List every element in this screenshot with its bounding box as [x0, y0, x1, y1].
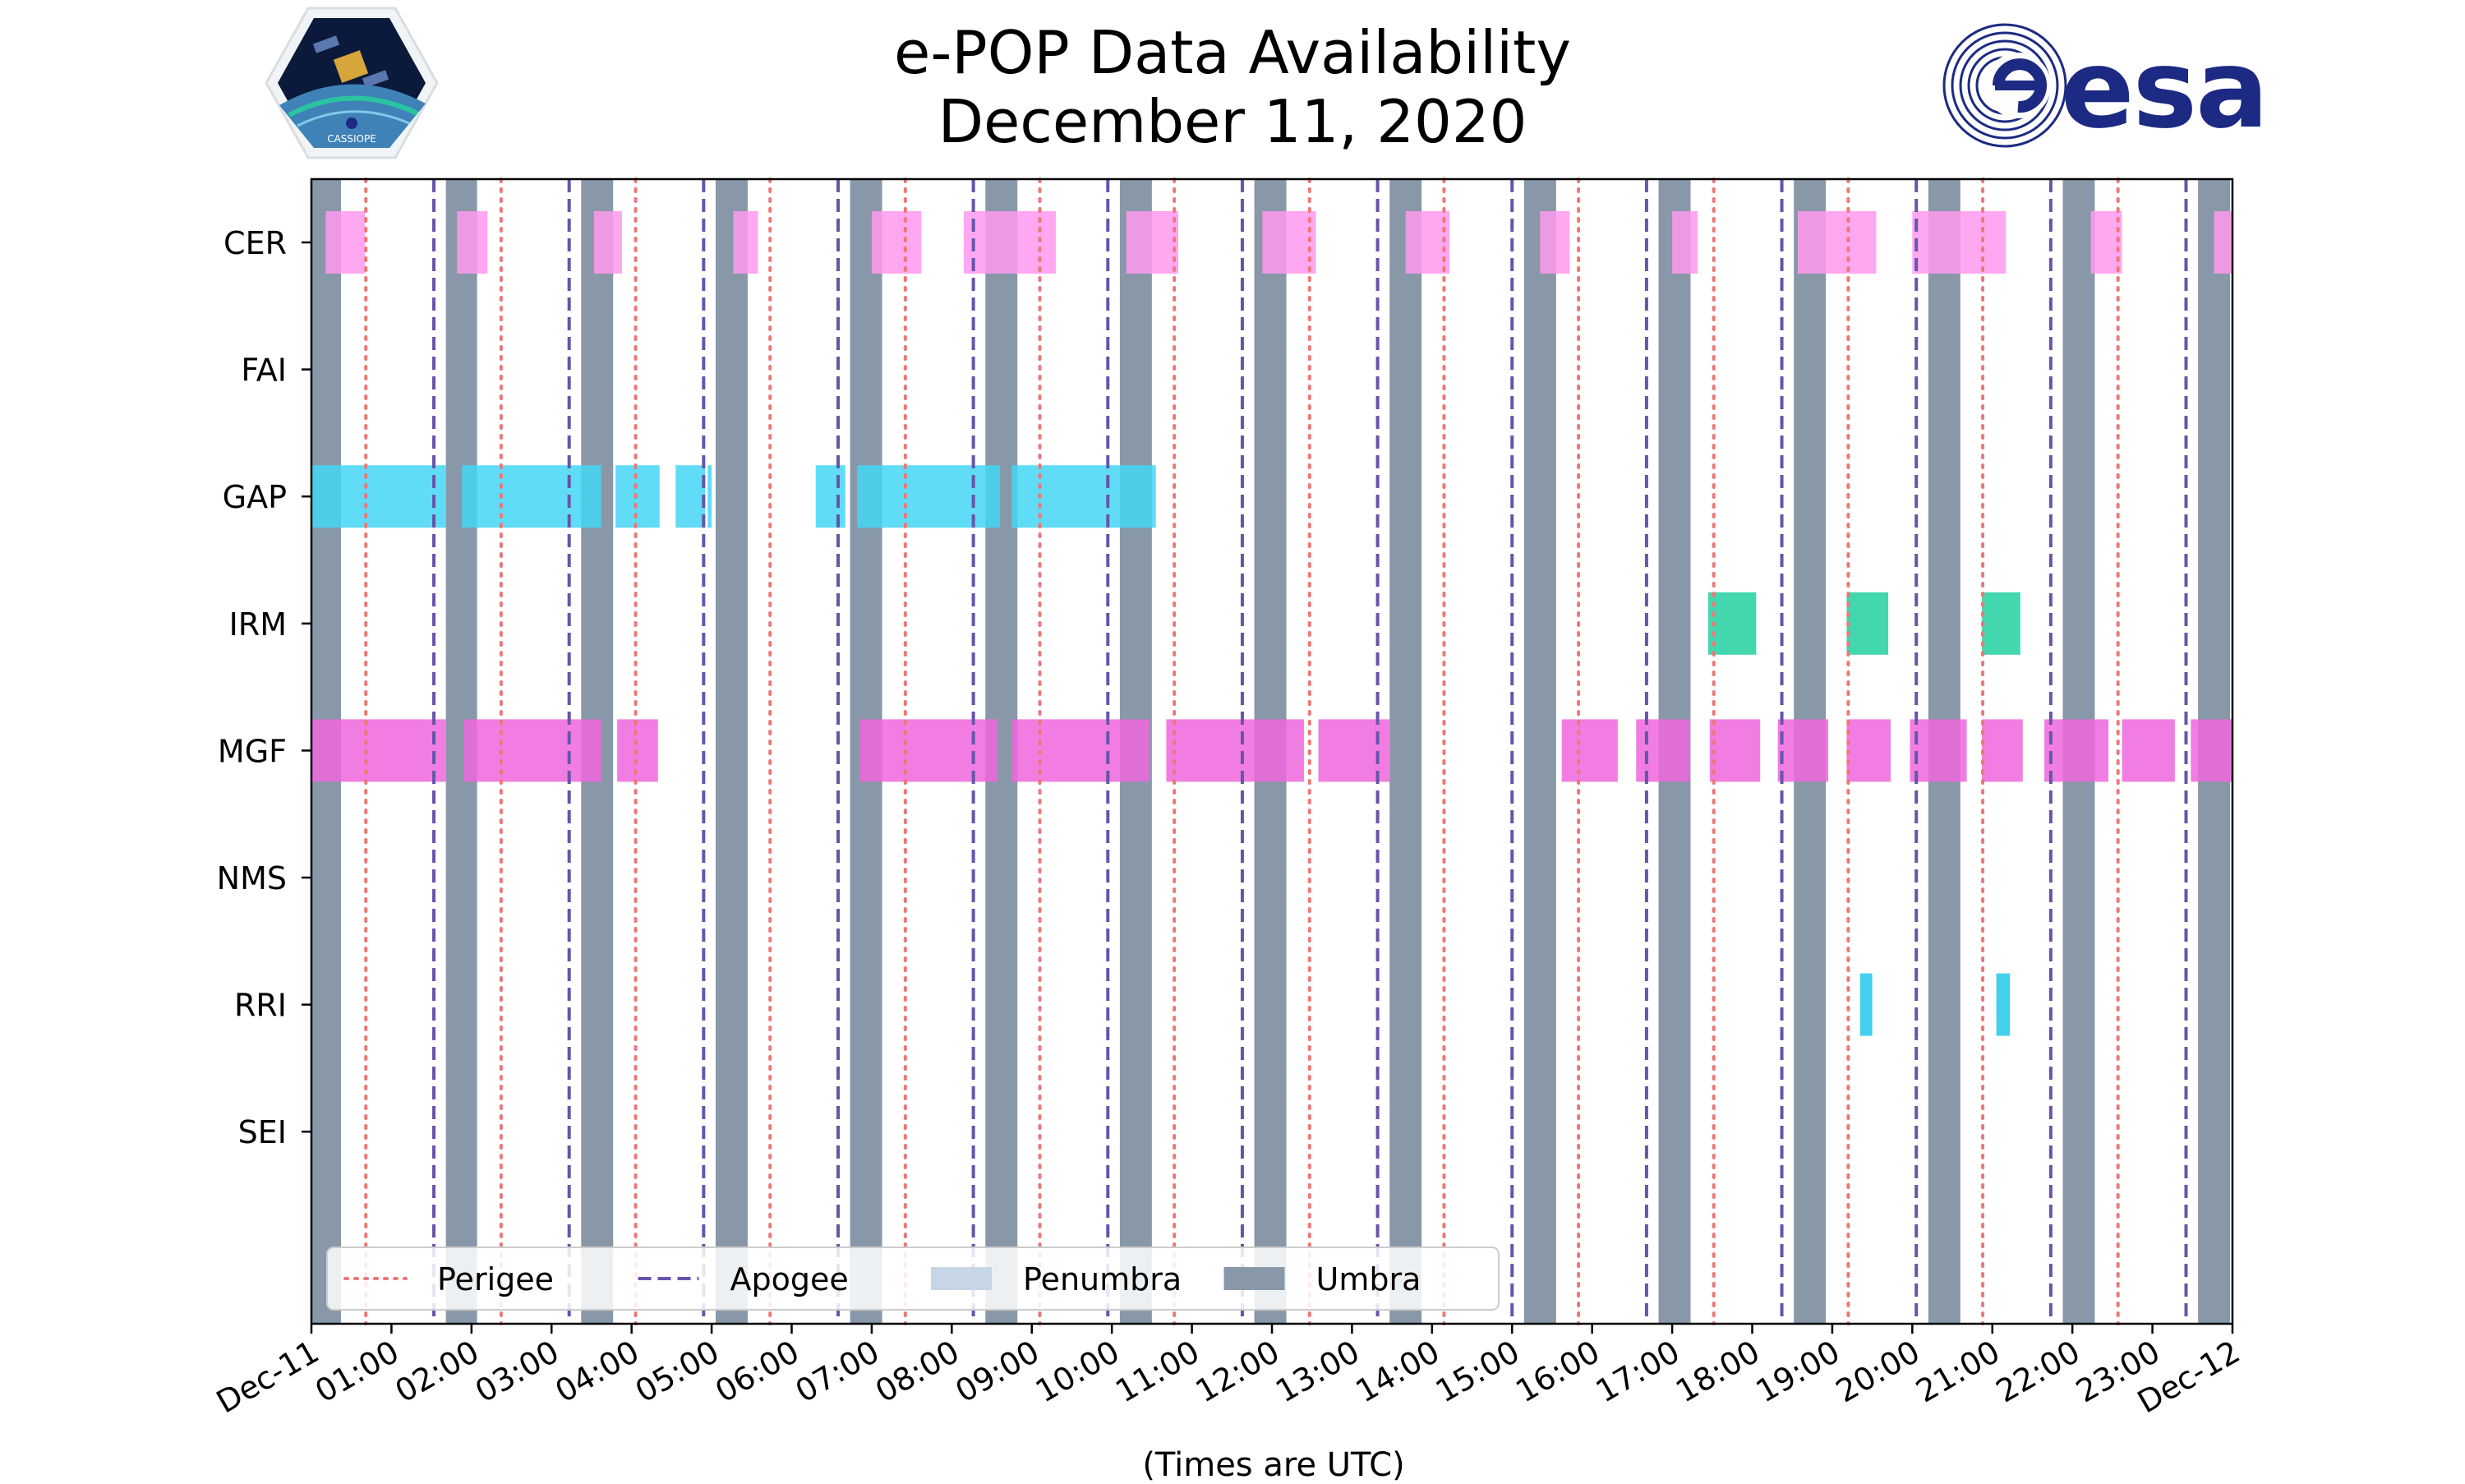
x-tick-label: 11:00	[1109, 1334, 1205, 1410]
mgf-data-bar	[1636, 719, 1690, 782]
legend-label: Apogee	[730, 1261, 849, 1297]
y-tick-label: IRM	[229, 606, 287, 643]
instrument-bars	[311, 211, 2232, 1036]
x-tick-label: 04:00	[549, 1334, 645, 1410]
x-tick-label: 10:00	[1030, 1334, 1126, 1410]
mgf-data-bar	[1561, 719, 1618, 782]
legend: Perigee Apogee Penumbra Umbra	[326, 1247, 1500, 1311]
y-tick-label: RRI	[234, 988, 287, 1024]
gap-data-bar	[462, 465, 601, 528]
cer-data-bar	[733, 211, 758, 274]
irm-data-bar	[1982, 592, 2020, 655]
umbra-band	[1389, 179, 1422, 1324]
umbra-band	[715, 179, 748, 1324]
x-tick-label: 17:00	[1590, 1334, 1686, 1410]
orbit-event-lines	[364, 177, 2188, 1325]
esa-logo-text: esa	[2061, 26, 2269, 153]
y-tick-label: SEI	[238, 1114, 287, 1150]
x-tick-label: 13:00	[1269, 1334, 1366, 1410]
mgf-data-bar	[1777, 719, 1829, 782]
gap-data-bar	[857, 465, 1000, 528]
y-tick-label: GAP	[223, 479, 287, 515]
gap-data-bar	[311, 465, 446, 528]
x-tick-label: 08:00	[869, 1334, 965, 1410]
mgf-data-bar	[1982, 719, 2023, 782]
mgf-data-bar	[463, 719, 601, 782]
x-tick-label: 09:00	[949, 1334, 1045, 1410]
gap-data-bar	[707, 465, 712, 528]
x-tick-label: 21:00	[1910, 1334, 2006, 1410]
gap-data-bar	[615, 465, 660, 528]
cassiope-logo-text: CASSIOPE	[327, 133, 376, 145]
x-tick-label: 05:00	[629, 1334, 726, 1410]
x-tick-label: 06:00	[709, 1334, 805, 1410]
mgf-data-bar	[1011, 719, 1150, 782]
x-tick-label: 02:00	[389, 1334, 485, 1410]
cer-data-bar	[1798, 211, 1877, 274]
gap-data-bar	[1011, 465, 1156, 528]
mgf-data-bar	[311, 719, 446, 782]
cer-data-bar	[2214, 211, 2232, 274]
irm-data-bar	[1707, 592, 1757, 655]
x-tick-label: 03:00	[469, 1334, 565, 1410]
y-tick-label: CER	[223, 225, 287, 261]
x-tick-label: 20:00	[1830, 1334, 1926, 1410]
mgf-data-bar	[1166, 719, 1304, 782]
mgf-data-bar	[2122, 719, 2175, 782]
esa-logo: esa	[1939, 20, 2301, 153]
cer-data-bar	[963, 211, 1056, 274]
legend-label: Umbra	[1316, 1261, 1421, 1297]
x-axis-label: (Times are UTC)	[1142, 1446, 1405, 1484]
chart-title-line2: December 11, 2020	[938, 87, 1527, 156]
x-tick-label: 15:00	[1430, 1334, 1526, 1410]
legend-box	[326, 1247, 1500, 1311]
cer-data-bar	[1126, 211, 1179, 274]
gap-data-bar	[675, 465, 706, 528]
cassiope-logo: CASSIOPE	[265, 7, 439, 159]
mgf-data-bar	[1709, 719, 1761, 782]
cer-data-bar	[1540, 211, 1570, 274]
x-axis: Dec-1101:0002:0003:0004:0005:0006:0007:0…	[210, 1324, 2246, 1421]
mgf-data-bar	[1910, 719, 1967, 782]
cer-data-bar	[1672, 211, 1698, 274]
y-tick-label: MGF	[218, 733, 287, 769]
x-tick-label: 19:00	[1750, 1334, 1846, 1410]
x-tick-label: 22:00	[1990, 1334, 2086, 1410]
x-tick-label: 07:00	[790, 1334, 886, 1410]
mgf-data-bar	[2191, 719, 2232, 782]
x-tick-label: 14:00	[1349, 1334, 1445, 1410]
cer-data-bar	[593, 211, 622, 274]
cer-data-bar	[325, 211, 366, 274]
x-tick-label: Dec-11	[210, 1334, 325, 1421]
irm-data-bar	[1846, 592, 1889, 655]
legend-umbra-swatch	[1223, 1267, 1285, 1290]
gap-data-bar	[815, 465, 845, 528]
x-tick-label: 18:00	[1670, 1334, 1766, 1410]
legend-label: Perigee	[437, 1261, 554, 1297]
legend-penumbra-swatch	[931, 1267, 992, 1290]
cer-data-bar	[1262, 211, 1316, 274]
chart-title-line1: e-POP Data Availability	[894, 18, 1571, 87]
x-tick-label: 12:00	[1190, 1334, 1286, 1410]
mgf-data-bar	[2044, 719, 2109, 782]
rri-data-bar	[1860, 973, 1873, 1036]
cer-data-bar	[871, 211, 922, 274]
legend-label: Penumbra	[1023, 1261, 1182, 1297]
y-tick-label: FAI	[241, 353, 287, 389]
x-tick-label: 16:00	[1509, 1334, 1606, 1410]
mgf-data-bar	[617, 719, 658, 782]
cer-data-bar	[457, 211, 488, 274]
cer-data-bar	[1405, 211, 1450, 274]
mgf-data-bar	[1846, 719, 1891, 782]
y-axis: CER FAI GAP IRM MGF NMS RRI SEI	[217, 225, 311, 1150]
cer-data-bar	[1912, 211, 2007, 274]
umbra-band	[1523, 179, 1556, 1324]
x-tick-label: 01:00	[309, 1334, 405, 1410]
y-tick-label: NMS	[217, 860, 287, 896]
rri-data-bar	[1996, 973, 2011, 1036]
mgf-data-bar	[859, 719, 998, 782]
